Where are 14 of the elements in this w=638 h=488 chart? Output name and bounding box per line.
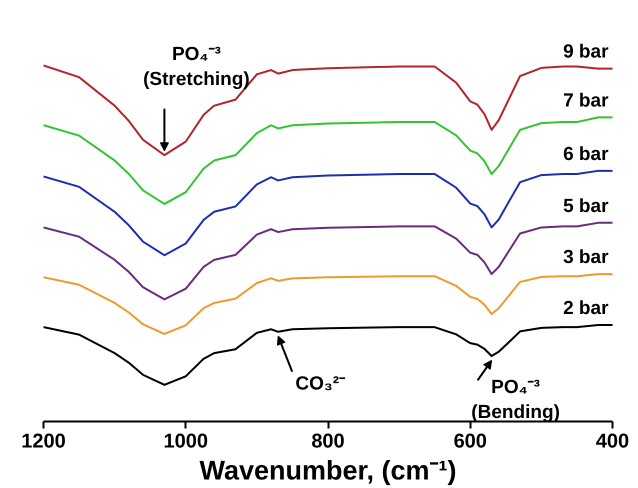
x-tick-label: 600 <box>454 430 487 452</box>
x-tick-label: 1000 <box>164 430 208 452</box>
series-label: 5 bar <box>563 196 610 217</box>
x-tick-label: 400 <box>596 430 630 452</box>
series-label: 3 bar <box>563 247 610 268</box>
series-label: 7 bar <box>563 90 610 112</box>
annotation: CO₃²⁻ <box>295 373 346 394</box>
x-tick-label: 800 <box>311 430 345 452</box>
series-label: 9 bar <box>563 42 610 63</box>
x-tick-label: 1200 <box>21 430 66 452</box>
series-label: 2 bar <box>563 298 610 320</box>
x-axis-title: Wavenumber, (cm⁻¹) <box>199 456 457 486</box>
series-label: 6 bar <box>563 144 610 165</box>
annotation: PO₄⁻³ (Stretching) <box>143 44 250 90</box>
